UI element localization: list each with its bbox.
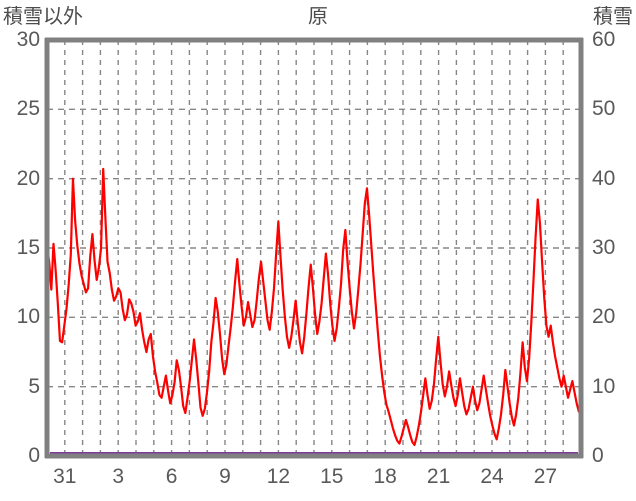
- y2-tick-label: 10: [592, 374, 616, 398]
- y2-tick-label: 30: [592, 236, 616, 259]
- x-tick-label: 27: [533, 465, 558, 488]
- y-tick-label: 25: [16, 97, 40, 121]
- y-tick-label: 30: [16, 28, 40, 51]
- left-axis-unit-label: 積雪以外: [3, 6, 83, 28]
- x-tick-label: 15: [320, 465, 344, 488]
- y-tick-label: 15: [16, 236, 40, 259]
- x-tick-label: 3: [112, 465, 125, 488]
- y-tick-label: 5: [28, 374, 40, 398]
- y2-tick-label: 0: [592, 444, 604, 467]
- y-tick-label: 20: [16, 166, 40, 190]
- y2-tick-label: 60: [592, 28, 616, 51]
- y2-tick-label: 40: [592, 166, 616, 190]
- x-tick-label: 12: [266, 465, 291, 488]
- y-tick-label: 0: [28, 444, 40, 467]
- y2-tick-label: 20: [592, 305, 616, 329]
- x-tick-label: 18: [373, 465, 397, 488]
- y2-tick-label: 50: [592, 97, 616, 121]
- x-tick-label: 31: [53, 465, 77, 488]
- right-axis-unit-label: 積雪: [593, 6, 633, 28]
- series-line-nonsnow: [45, 167, 583, 447]
- x-tick-label: 9: [219, 465, 231, 488]
- x-tick-label: 21: [426, 465, 451, 488]
- x-tick-label: 6: [165, 465, 178, 488]
- chart-title: 原: [308, 6, 328, 28]
- y-tick-label: 10: [16, 305, 40, 329]
- horizontal-gridlines: [47, 108, 581, 388]
- x-tick-label: 24: [480, 465, 504, 488]
